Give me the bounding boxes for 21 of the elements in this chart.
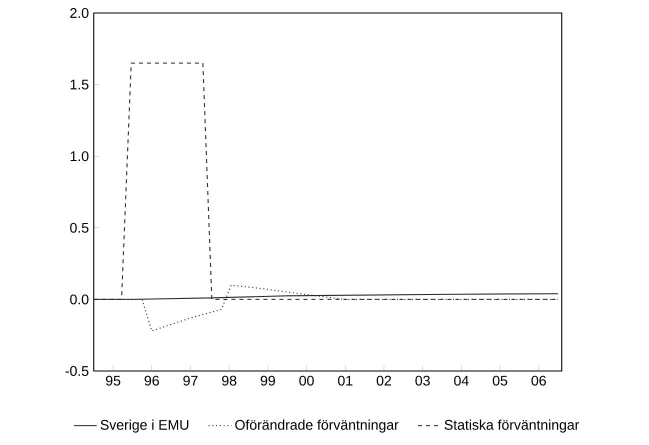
x-tick-label: 05 — [492, 376, 508, 386]
x-tick-label: 95 — [106, 376, 120, 386]
x-tick-label: 98 — [222, 376, 236, 386]
y-tick-label: 0.0 — [70, 294, 88, 304]
x-tick-label: 96 — [144, 376, 159, 386]
legend-label: Statiska förväntningar — [444, 420, 580, 433]
y-tick-label: 1.5 — [70, 80, 88, 90]
x-tick-label: 06 — [531, 376, 546, 386]
x-tick-label: 99 — [260, 376, 275, 386]
y-tick-label: -0.5 — [66, 366, 88, 376]
x-tick-label: 04 — [454, 376, 469, 386]
x-tick-label: 02 — [376, 376, 392, 386]
legend-label: Sverige i EMU — [100, 420, 188, 433]
legend-label: Oförändrade förväntningar — [235, 420, 399, 433]
x-tick-label: 01 — [338, 376, 352, 386]
x-tick-label: 97 — [183, 376, 198, 386]
y-tick-label: 0.5 — [70, 222, 88, 233]
x-tick-label: 03 — [415, 376, 430, 386]
x-tick-label: 00 — [299, 376, 314, 386]
y-tick-label: 2.0 — [70, 8, 88, 18]
y-tick-label: 1.0 — [70, 151, 88, 162]
